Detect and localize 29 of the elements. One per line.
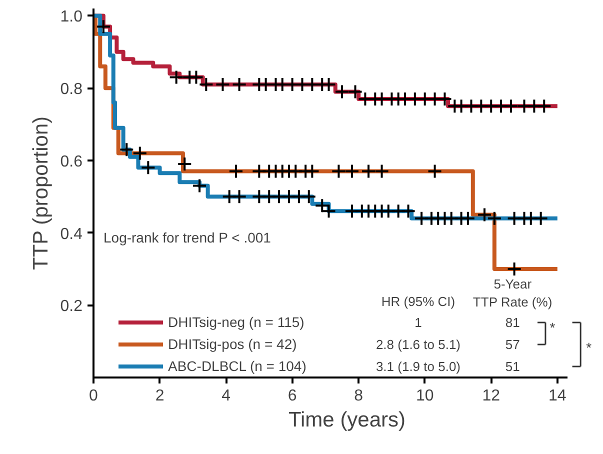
x-tick-label: 10 xyxy=(416,388,434,404)
annotation: 1 xyxy=(414,315,422,330)
annotation: 3.1 (1.9 to 5.0) xyxy=(376,359,461,374)
x-tick-label: 8 xyxy=(354,388,364,404)
annotation: Log-rank for trend P < .001 xyxy=(104,230,272,246)
y-tick-label: 0.6 xyxy=(60,153,83,170)
x-tick-label: 2 xyxy=(155,388,164,404)
annotation: 51 xyxy=(505,359,520,374)
annotation: HR (95% CI) xyxy=(381,294,456,309)
y-tick-label: 1.0 xyxy=(60,8,83,26)
legend-label: DHITsig-pos (n = 42) xyxy=(168,335,297,354)
text: * xyxy=(586,340,592,356)
annotation: 81 xyxy=(505,315,520,330)
annotation: 5-Year TTP Rate (%) xyxy=(472,276,552,310)
annotation: 2.8 (1.6 to 5.1) xyxy=(376,337,461,352)
y-tick-label: 0.4 xyxy=(60,226,83,243)
x-tick-label: 12 xyxy=(482,388,500,404)
legend-label: DHITsig-neg (n = 115) xyxy=(168,313,304,332)
y-tick-label: 0.8 xyxy=(60,81,83,98)
x-tick-label: 4 xyxy=(222,388,231,404)
annotation: * xyxy=(550,320,556,336)
x-tick-label: 6 xyxy=(288,388,297,404)
x-axis-title: Time (years) xyxy=(288,408,406,432)
legend-label: ABC-DLBCL (n = 104) xyxy=(168,357,306,376)
annotation: 57 xyxy=(505,337,520,352)
x-tick-label: 0 xyxy=(89,388,98,404)
y-axis-title: TTP (proportion) xyxy=(29,116,52,270)
y-tick-label: 0.2 xyxy=(60,298,83,316)
x-tick-label: 14 xyxy=(548,388,566,404)
